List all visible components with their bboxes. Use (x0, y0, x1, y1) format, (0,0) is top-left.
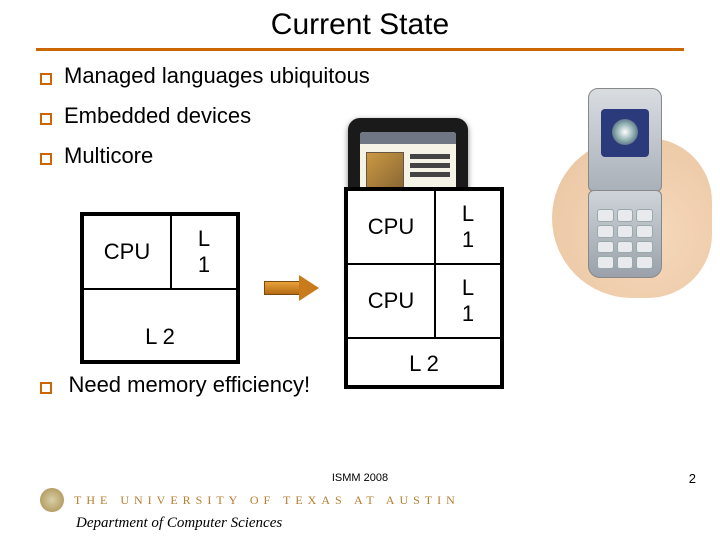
university-seal-icon (40, 488, 64, 512)
bullet-item-overlay: Need memory efficiency! (40, 372, 310, 398)
cpu-cell: CPU (347, 264, 435, 338)
slide: Current State Managed languages ubiquito… (0, 0, 720, 540)
cpu-cell: CPU (83, 215, 171, 289)
bullet-icon (40, 382, 52, 394)
university-bar: THE UNIVERSITY OF TEXAS AT AUSTIN (40, 488, 680, 512)
bullet-icon (40, 113, 52, 125)
bullet-text: Multicore (64, 143, 153, 169)
l1-cell: L 1 (171, 215, 237, 289)
bullet-icon (40, 73, 52, 85)
bullet-text: Embedded devices (64, 103, 251, 129)
ipod-track-lines (410, 154, 450, 181)
single-core-box: CPU L 1 L 2 (80, 212, 240, 364)
slide-title: Current State (40, 8, 680, 42)
page-number: 2 (689, 471, 696, 486)
bullet-text: Need memory efficiency! (68, 372, 310, 397)
conference-label: ISMM 2008 (0, 472, 720, 484)
l1-cell: L 1 (435, 264, 501, 338)
bullet-item: Managed languages ubiquitous (40, 63, 680, 89)
l1-cell: L 1 (435, 190, 501, 264)
bullet-icon (40, 153, 52, 165)
phone-top (588, 88, 662, 192)
cpu-cell: CPU (347, 190, 435, 264)
university-name: THE UNIVERSITY OF TEXAS AT AUSTIN (74, 493, 460, 508)
phone-external-display (601, 109, 649, 157)
l2-cell: L 2 (347, 338, 501, 386)
department-label: Department of Computer Sciences (76, 515, 282, 532)
l2-cell: L 2 (83, 289, 237, 361)
ipod-album-art (366, 152, 404, 190)
ipod-titlebar (360, 132, 456, 144)
bullet-text: Managed languages ubiquitous (64, 63, 370, 89)
arrow-icon (264, 275, 320, 301)
title-rule (36, 48, 684, 51)
cpu-diagram: CPU L 1 L 2 CPU L 1 CPU L 1 (80, 187, 680, 389)
dual-core-box: CPU L 1 CPU L 1 L 2 (344, 187, 504, 389)
